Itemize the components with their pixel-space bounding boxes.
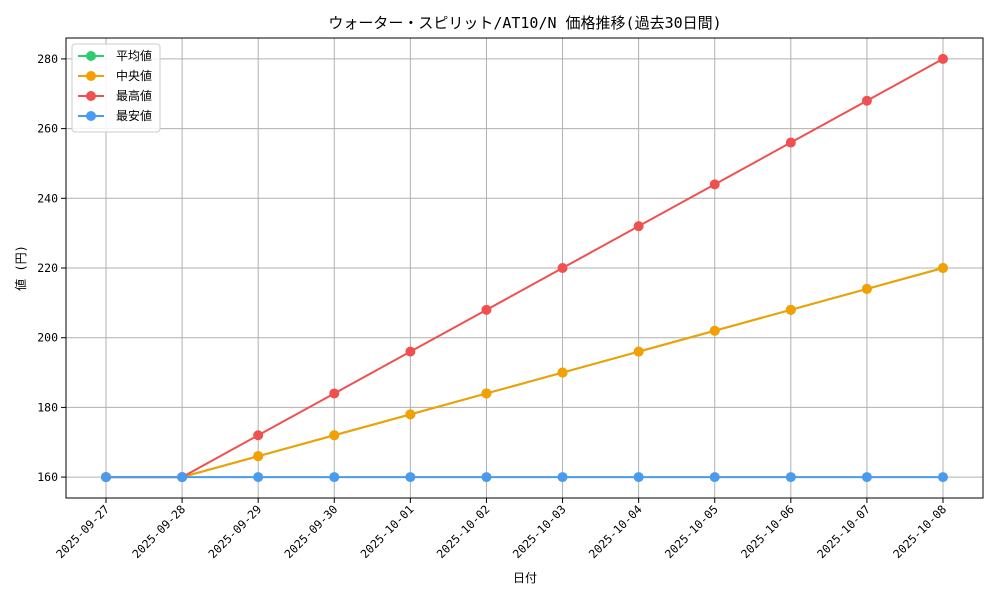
data-point: [405, 346, 416, 357]
data-point: [938, 472, 948, 483]
data-point: [253, 430, 264, 441]
data-point: [557, 367, 568, 378]
series-layer: [101, 53, 948, 483]
data-point: [481, 304, 492, 315]
y-axis: 160 180 200 220 240 260 280: [37, 52, 66, 484]
legend-marker: [86, 91, 96, 101]
data-point: [938, 263, 948, 273]
data-point: [557, 263, 568, 273]
data-point: [253, 472, 264, 483]
y-tick-label: 180: [37, 400, 58, 414]
legend-item: 最高値: [78, 88, 152, 103]
y-axis-label: 値 (円): [13, 245, 28, 291]
legend-label: 平均値: [116, 48, 152, 63]
y-tick-label: 160: [37, 470, 58, 484]
data-point: [709, 325, 720, 336]
legend-label: 最高値: [116, 88, 152, 103]
y-tick-label: 260: [37, 122, 58, 136]
legend-box: [71, 43, 161, 133]
data-point: [709, 472, 720, 483]
data-point: [633, 346, 644, 357]
legend-label: 中央値: [116, 68, 152, 83]
data-point: [405, 409, 416, 420]
chart-title: ウォーター・スピリット/AT10/N 価格推移(過去30日間): [328, 14, 721, 32]
legend-item: 最安値: [78, 108, 152, 123]
legend-item: 中央値: [78, 68, 152, 83]
series-path: [106, 267, 944, 479]
y-tick-label: 240: [37, 191, 58, 205]
data-point: [101, 472, 111, 483]
legend-item: 平均値: [78, 48, 152, 63]
data-point: [938, 53, 948, 64]
y-tick-label: 280: [37, 52, 58, 66]
data-point: [633, 221, 644, 232]
grid: [66, 38, 983, 498]
x-axis-label: 日付: [513, 571, 537, 585]
legend-marker: [86, 111, 96, 121]
data-point: [481, 472, 492, 483]
y-tick-label: 220: [37, 261, 58, 275]
y-tick-label: 200: [37, 331, 58, 345]
data-point: [329, 472, 340, 483]
data-point: [861, 283, 872, 294]
data-point: [557, 472, 568, 483]
legend-label: 最安値: [116, 108, 152, 123]
data-point: [861, 472, 872, 483]
legend-marker: [86, 71, 96, 81]
data-point: [861, 95, 872, 106]
data-point: [253, 451, 264, 462]
data-point: [785, 304, 796, 315]
data-point: [481, 388, 492, 399]
data-point: [785, 472, 796, 483]
data-point: [177, 472, 188, 483]
data-point: [329, 430, 340, 441]
data-point: [405, 472, 416, 483]
data-point: [633, 472, 644, 483]
data-point: [709, 179, 720, 190]
series-path: [106, 58, 944, 479]
data-point: [329, 388, 340, 399]
series-line: [101, 472, 948, 483]
data-point: [785, 137, 796, 148]
legend-marker: [86, 51, 96, 61]
